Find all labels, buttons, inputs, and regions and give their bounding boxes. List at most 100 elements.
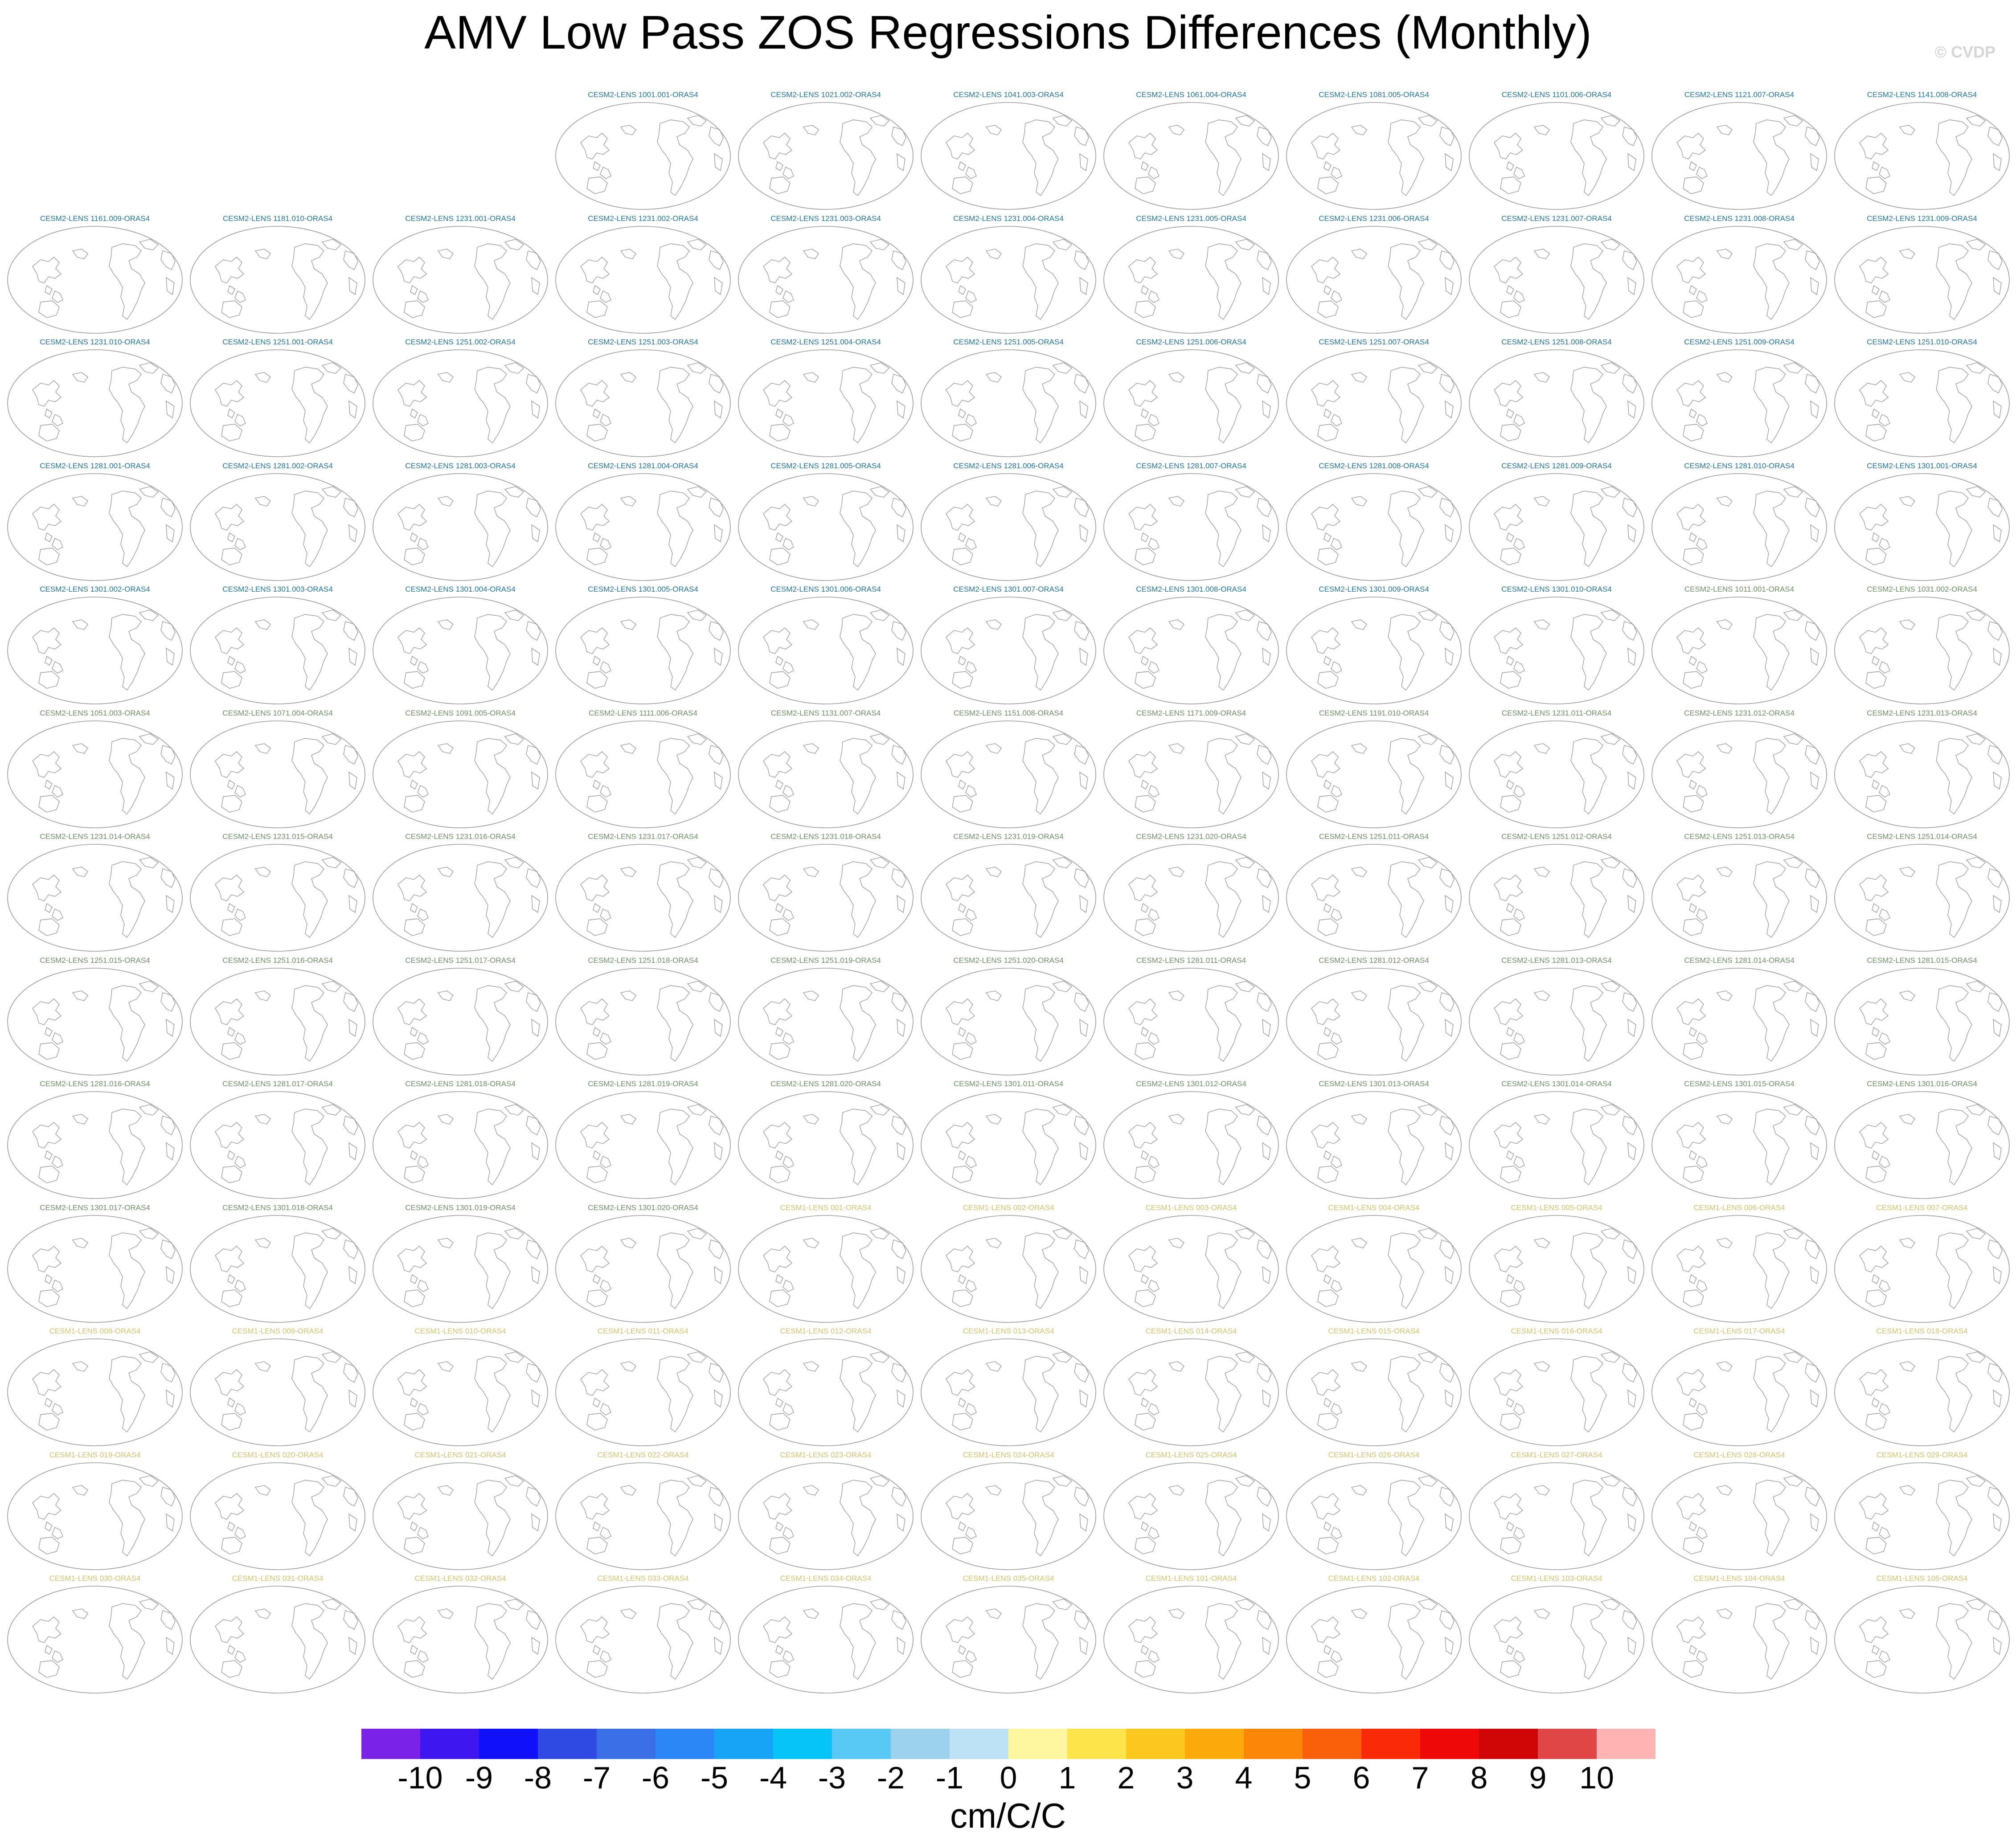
coastline <box>160 992 176 1012</box>
coastline <box>1783 1227 1803 1240</box>
coastline <box>946 1245 975 1272</box>
coastline <box>709 250 724 270</box>
map-panel: CESM2-LENS 1301.006-ORAS4 <box>734 585 917 708</box>
coastline <box>1235 610 1255 621</box>
coastline <box>1783 486 1803 498</box>
colorbar <box>361 1729 1655 1759</box>
coastline <box>714 400 723 419</box>
coastline <box>1324 655 1332 666</box>
coastline <box>1351 372 1367 383</box>
coastline <box>1683 918 1704 936</box>
coastline <box>1513 1032 1525 1045</box>
coastline <box>526 621 541 641</box>
map-outline <box>921 1215 1096 1323</box>
coastline <box>1500 671 1521 689</box>
globe-map <box>1469 967 1644 1076</box>
coastline <box>221 1166 242 1183</box>
map-outline <box>373 1215 548 1323</box>
colorbar-swatch <box>950 1729 1008 1759</box>
coastline <box>714 1142 723 1161</box>
panel-title: CESM2-LENS 1281.017-ORAS4 <box>222 1080 333 1088</box>
map-panel: CESM2-LENS 1141.008-ORAS4 <box>1831 90 2013 214</box>
coastline <box>1872 779 1880 790</box>
coastline <box>769 1289 791 1307</box>
coastline <box>1622 1116 1637 1135</box>
map-panel: CESM2-LENS 1301.007-ORAS4 <box>917 585 1100 708</box>
map-panel: CESM2-LENS 1251.012-ORAS4 <box>1465 832 1648 956</box>
coastline <box>1439 745 1455 765</box>
map-outline <box>555 349 731 457</box>
coastline <box>1074 1486 1089 1506</box>
coastline <box>580 380 610 407</box>
coastline <box>1506 285 1514 295</box>
coastline <box>1966 362 1986 374</box>
coastline <box>1445 400 1454 419</box>
coastline <box>215 256 245 283</box>
coastline <box>763 380 793 407</box>
panel-title: CESM1-LENS 014-ORAS4 <box>1145 1327 1237 1335</box>
map-panel: CESM2-LENS 1301.004-ORAS4 <box>369 585 552 708</box>
coastline <box>958 1150 966 1160</box>
map-panel: CESM2-LENS 1301.017-ORAS4 <box>4 1203 186 1327</box>
coastline <box>1805 250 1820 270</box>
map-panel: CESM2-LENS 1231.017-ORAS4 <box>552 832 734 956</box>
globe-map <box>373 720 548 828</box>
globe-map <box>7 1091 183 1199</box>
coastline <box>1311 875 1341 901</box>
coastline <box>254 1485 271 1496</box>
map-outline <box>921 473 1096 581</box>
coastline <box>1445 771 1454 790</box>
coastline <box>1513 1650 1525 1663</box>
coastline <box>474 1603 511 1680</box>
coastline <box>1506 1150 1514 1160</box>
coastline <box>215 998 245 1025</box>
coastline <box>1257 1486 1272 1506</box>
coastline <box>1418 1475 1438 1487</box>
coastline <box>348 647 357 666</box>
coastline <box>1987 1116 2003 1135</box>
coastline <box>1141 1397 1149 1407</box>
coastline <box>1993 277 2002 295</box>
coastline <box>474 243 511 320</box>
coastline <box>38 1289 60 1307</box>
map-panel: CESM2-LENS 1231.015-ORAS4 <box>186 832 369 956</box>
coastline <box>1966 733 1986 745</box>
map-panel: CESM2-LENS 1251.018-ORAS4 <box>552 956 734 1080</box>
coastline <box>1506 1521 1514 1531</box>
coastline <box>45 1027 53 1037</box>
coastline <box>897 1636 906 1655</box>
coastline <box>1689 532 1697 542</box>
map-panel: CESM2-LENS 1251.003-ORAS4 <box>552 338 734 461</box>
coastline <box>160 1486 176 1506</box>
map-panel: CESM2-LENS 1231.013-ORAS4 <box>1831 709 2013 832</box>
coastline <box>234 1650 246 1663</box>
map-panel: CESM2-LENS 1251.020-ORAS4 <box>917 956 1100 1080</box>
coastline <box>1022 737 1059 814</box>
globe-map <box>1103 473 1279 581</box>
coastline <box>504 486 524 498</box>
coastline <box>1500 1042 1521 1060</box>
coastline <box>952 1536 973 1555</box>
coastline <box>1879 908 1890 921</box>
panel-title: CESM2-LENS 1301.018-ORAS4 <box>222 1203 333 1212</box>
panel-title: CESM1-LENS 105-ORAS4 <box>1876 1574 1968 1583</box>
panel-title: CESM1-LENS 102-ORAS4 <box>1328 1574 1420 1583</box>
coastline <box>1753 1232 1790 1309</box>
coastline <box>1257 621 1272 641</box>
globe-map <box>1651 1338 1827 1446</box>
coastline <box>1899 1114 1915 1125</box>
coastline <box>1439 1116 1455 1135</box>
coastline <box>1696 167 1708 179</box>
coastline <box>869 362 890 374</box>
coastline <box>593 1027 601 1037</box>
coastline <box>1445 1513 1454 1531</box>
colorbar-swatch <box>420 1729 479 1759</box>
coastline <box>946 1493 975 1520</box>
coastline <box>1351 248 1367 259</box>
map-panel: CESM2-LENS 1251.015-ORAS4 <box>4 956 186 1080</box>
coastline <box>1388 119 1424 196</box>
coastline <box>1324 1645 1332 1655</box>
panel-title: CESM2-LENS 1281.003-ORAS4 <box>405 461 516 470</box>
globe-map <box>1834 1586 2010 1694</box>
panel-title: CESM2-LENS 1231.008-ORAS4 <box>1684 214 1795 223</box>
